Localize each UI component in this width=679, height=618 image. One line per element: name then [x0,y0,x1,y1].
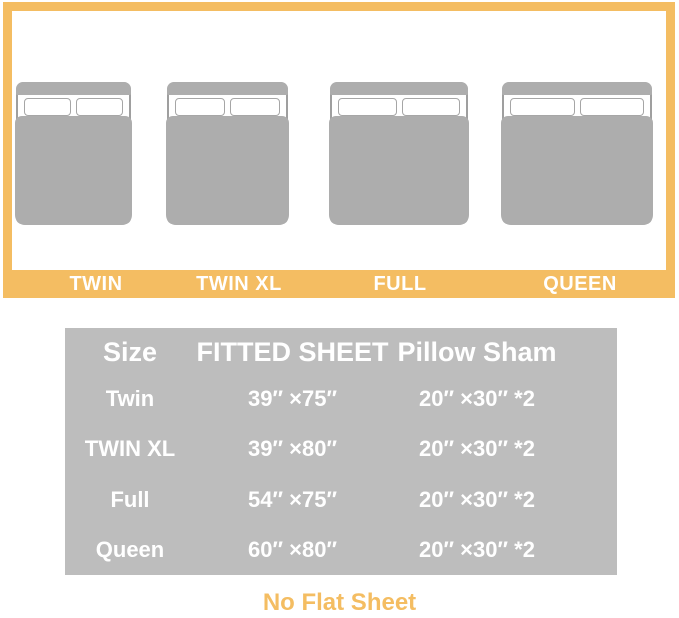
bed-illustration-twin [15,82,132,225]
pillow-row [510,98,644,116]
headboard [167,82,288,95]
pillow-right [76,98,123,116]
cell-pillow-sham: 20″ ×30″ *2 [419,436,535,462]
cell-size: Full [110,486,150,512]
pillow-left [24,98,71,116]
pillow-right [579,98,644,116]
headboard [330,82,468,95]
pillow-left [175,98,225,116]
no-flat-sheet-note: No Flat Sheet [262,589,417,616]
column-header-size: Size [102,336,158,367]
bed-sizes-panel: TWIN TWIN XL FULL QUEEN [0,0,679,298]
bed-illustration-twin-xl [166,82,289,225]
cell-pillow-sham: 20″ ×30″ *2 [419,536,535,562]
table-row: TWIN XL 39″ ×80″ 20″ ×30″ *2 [65,424,617,474]
bed-size-label-full: FULL [373,273,427,295]
size-label-bar: TWIN TWIN XL FULL QUEEN [3,270,675,298]
pillow-left [510,98,575,116]
pillow-row [338,98,460,116]
mattress-fitted-sheet [166,116,289,225]
headboard [502,82,652,95]
cell-fitted-sheet: 54″ ×75″ [248,486,337,512]
table-header-row: Size FITTED SHEET Pillow Sham [65,330,617,374]
table-row: Full 54″ ×75″ 20″ ×30″ *2 [65,475,617,525]
cell-size: TWIN XL [84,436,176,462]
cell-fitted-sheet: 39″ ×80″ [248,436,337,462]
bed-illustration-full [329,82,469,225]
headboard [16,82,131,95]
mattress-fitted-sheet [501,116,653,225]
table-row: Queen 60″ ×80″ 20″ ×30″ *2 [65,525,617,575]
cell-size: Twin [105,386,155,412]
bed-illustration-queen [501,82,653,225]
bed-size-label-twin-xl: TWIN XL [196,273,282,295]
pillow-right [401,98,460,116]
bed-size-label-twin: TWIN [69,273,123,295]
pillow-right [230,98,280,116]
bed-size-label-queen: QUEEN [543,273,617,295]
pillow-row [175,98,280,116]
mattress-fitted-sheet [15,116,132,225]
table-row: Twin 39″ ×75″ 20″ ×30″ *2 [65,374,617,424]
column-header-fitted-sheet: FITTED SHEET [196,336,389,367]
cell-fitted-sheet: 39″ ×75″ [248,386,337,412]
cell-pillow-sham: 20″ ×30″ *2 [419,486,535,512]
size-spec-table: Size FITTED SHEET Pillow Sham Twin 39″ ×… [65,328,617,575]
pillow-row [24,98,123,116]
cell-size: Queen [95,536,165,562]
mattress-fitted-sheet [329,116,469,225]
pillow-left [338,98,397,116]
cell-pillow-sham: 20″ ×30″ *2 [419,386,535,412]
column-header-pillow-sham: Pillow Sham [397,336,557,367]
cell-fitted-sheet: 60″ ×80″ [248,536,337,562]
